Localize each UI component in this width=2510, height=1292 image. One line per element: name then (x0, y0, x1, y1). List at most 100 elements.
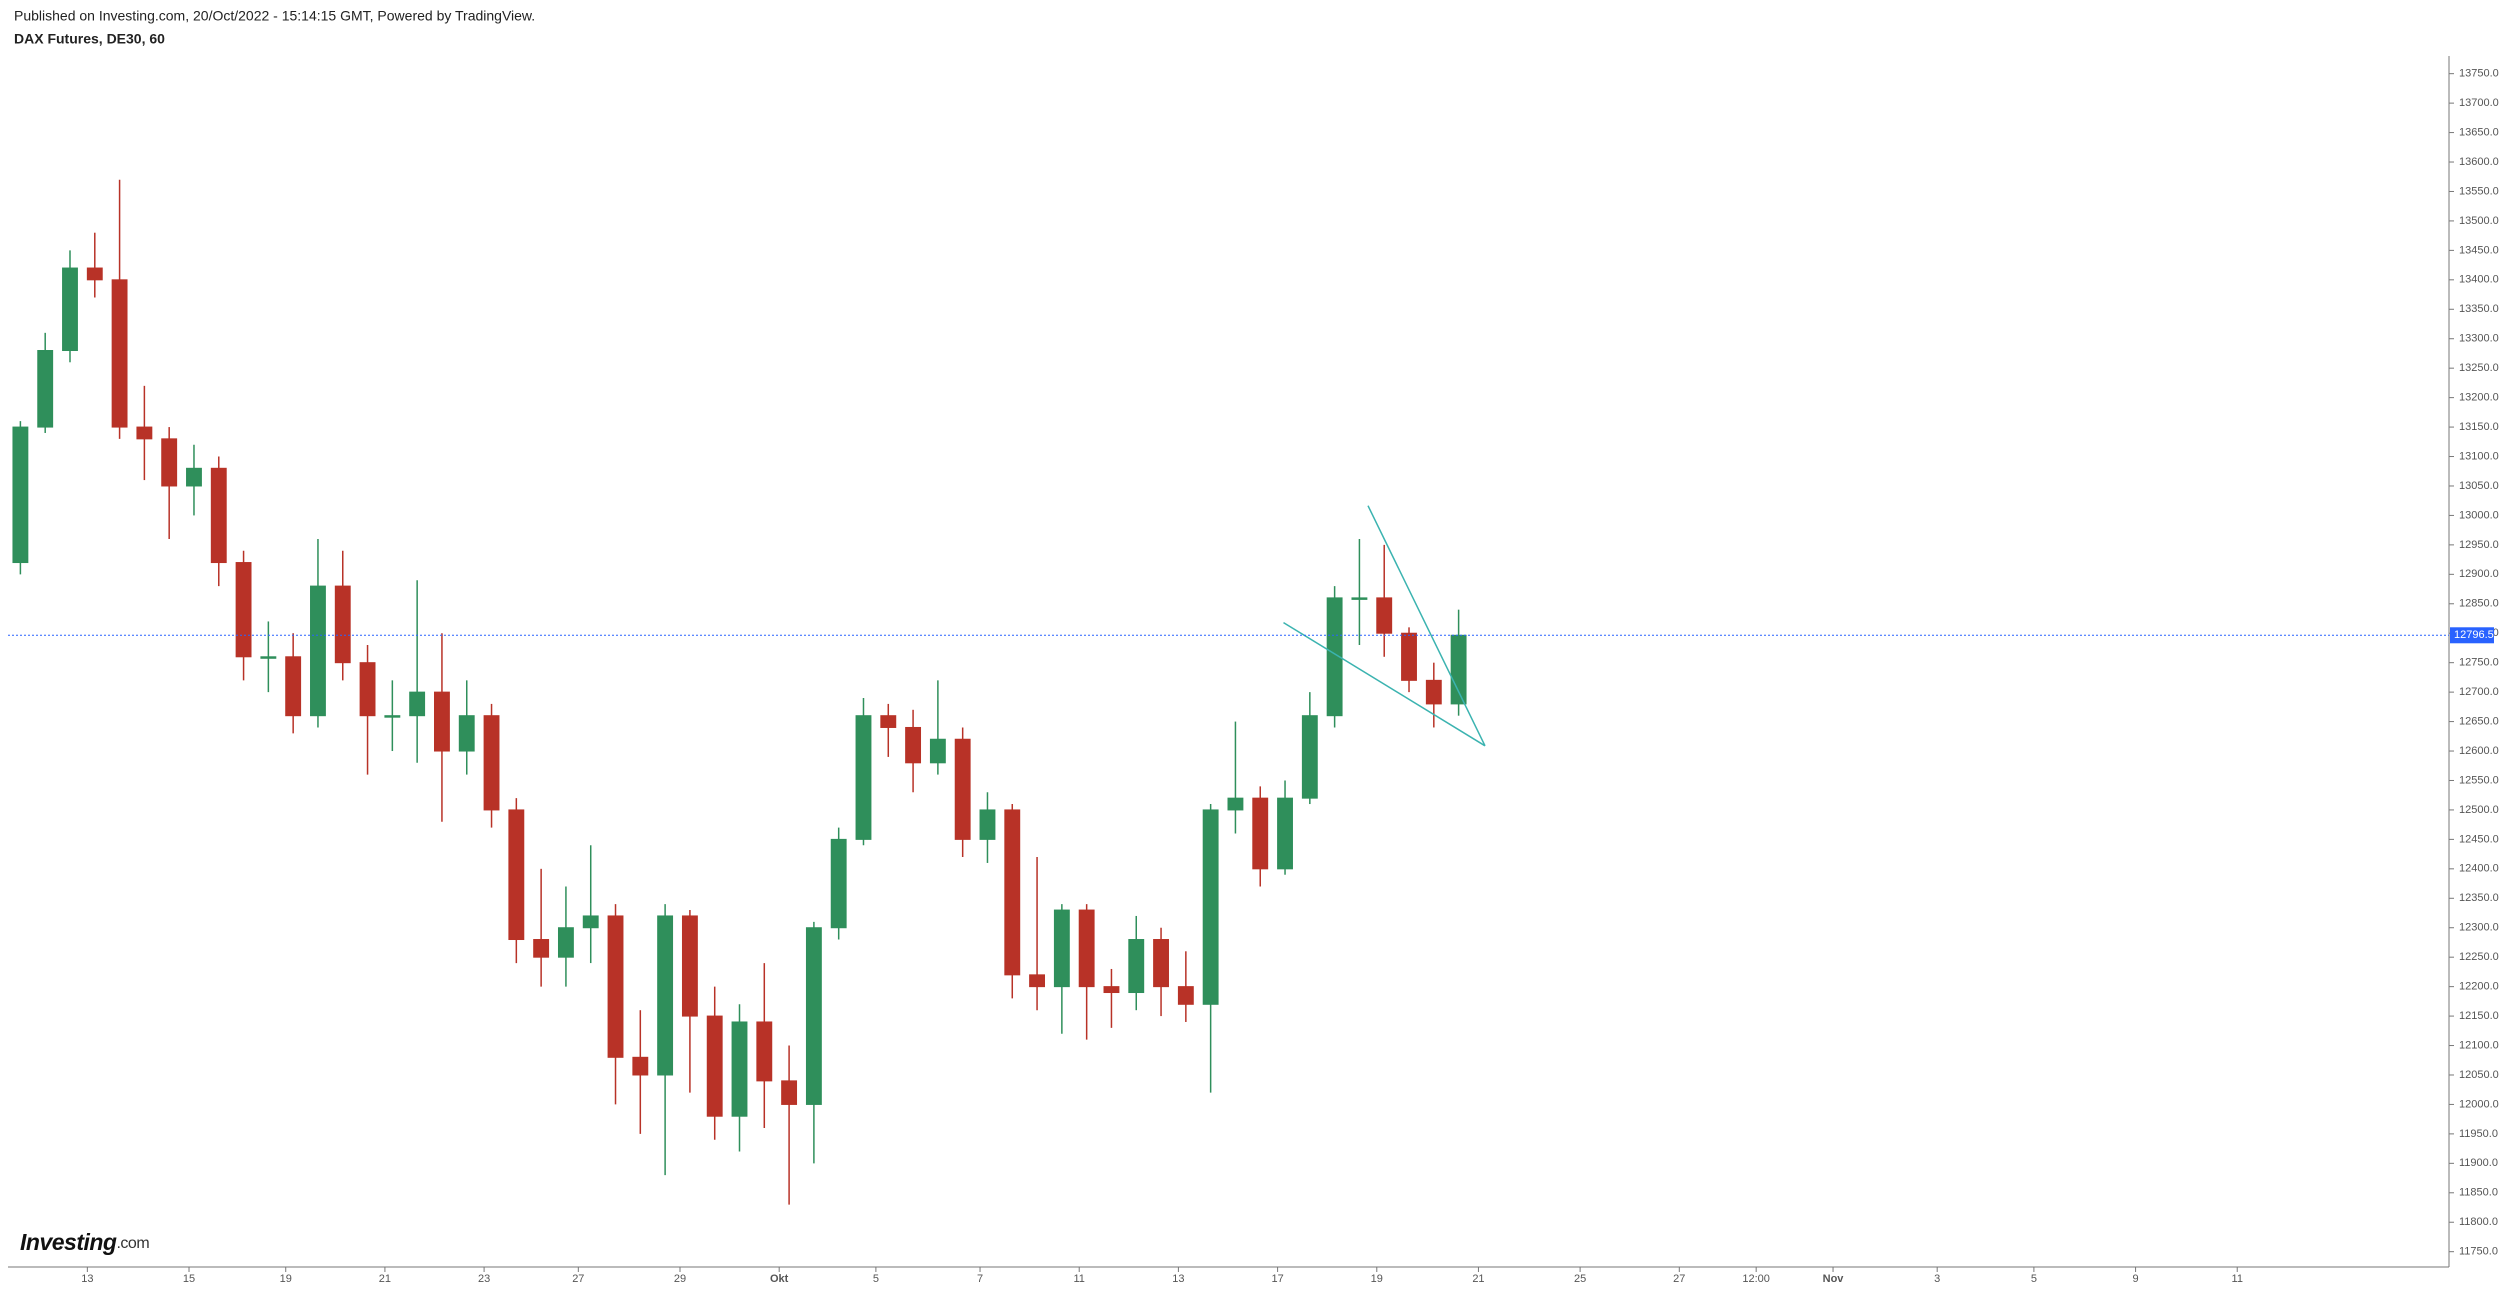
x-tick-label: 5 (873, 1273, 879, 1285)
candle-body (285, 656, 302, 717)
candle-body (434, 691, 450, 752)
y-tick-label: 12900.0 (2459, 568, 2499, 580)
candle-body (12, 426, 29, 564)
x-tick-label: 27 (572, 1273, 584, 1285)
y-tick-label: 13450.0 (2459, 244, 2499, 256)
y-tick-label: 13200.0 (2459, 392, 2499, 404)
candle-body (310, 585, 326, 717)
y-tick-label: 12300.0 (2459, 922, 2499, 934)
logo-suffix: .com (116, 1235, 149, 1252)
candle-body (86, 267, 103, 281)
candle-body (260, 656, 277, 659)
candle-body (1351, 597, 1368, 600)
candle-body (210, 467, 227, 564)
x-tick-label: 15 (183, 1273, 195, 1285)
candle-body (657, 915, 674, 1076)
candle-body (186, 467, 202, 487)
candle-body (1202, 809, 1219, 1005)
candle-body (582, 915, 599, 929)
trend-line (1367, 505, 1486, 747)
y-tick-label: 11900.0 (2459, 1157, 2498, 1169)
y-tick-label: 12700.0 (2459, 686, 2499, 698)
y-tick-label: 13350.0 (2459, 303, 2499, 315)
candle-body (1277, 797, 1293, 870)
y-tick-label: 13600.0 (2459, 156, 2499, 168)
x-tick-label: 23 (478, 1273, 490, 1285)
x-tick-label: 27 (1673, 1273, 1685, 1285)
candle-body (384, 715, 401, 718)
candle-body (1128, 939, 1145, 994)
candle-body (855, 715, 872, 840)
x-tick-label: Nov (1823, 1273, 1845, 1285)
y-tick-label: 13750.0 (2459, 68, 2499, 80)
candle-body (1376, 597, 1393, 634)
candle-body (1078, 909, 1095, 988)
y-tick-label: 11750.0 (2459, 1246, 2498, 1258)
candle-body (458, 715, 475, 752)
x-tick-label: 7 (977, 1273, 983, 1285)
candle-body (37, 350, 54, 428)
y-tick-label: 13400.0 (2459, 274, 2499, 286)
x-tick-label: 13 (81, 1273, 93, 1285)
last-price-label: 12796.5 (2454, 629, 2494, 641)
candle-body (1004, 809, 1021, 976)
y-tick-label: 13300.0 (2459, 333, 2499, 345)
x-tick-label: 19 (1371, 1273, 1383, 1285)
y-tick-label: 12200.0 (2459, 981, 2499, 993)
candle-body (929, 738, 946, 764)
x-tick-label: Okt (770, 1273, 789, 1285)
y-tick-label: 12500.0 (2459, 804, 2499, 816)
candle-body (533, 939, 550, 958)
x-tick-label: 9 (2132, 1273, 2138, 1285)
candle-body (161, 438, 178, 487)
candle-body (979, 809, 996, 840)
candle-body (235, 562, 252, 658)
x-tick-label: 13 (1172, 1273, 1184, 1285)
y-tick-label: 12550.0 (2459, 774, 2499, 786)
candle-body (1053, 909, 1070, 988)
candle-body (1425, 679, 1442, 705)
y-tick-label: 12100.0 (2459, 1039, 2499, 1051)
y-tick-label: 12600.0 (2459, 745, 2499, 757)
candle-body (1301, 715, 1318, 799)
y-tick-label: 12000.0 (2459, 1098, 2499, 1110)
y-tick-label: 13700.0 (2459, 97, 2499, 109)
x-tick-label: 19 (280, 1273, 292, 1285)
logo: Investing.com (20, 1229, 149, 1255)
x-tick-label: 12:00 (1742, 1273, 1770, 1285)
y-tick-label: 12950.0 (2459, 539, 2499, 551)
y-tick-label: 12400.0 (2459, 863, 2499, 875)
candle-body (557, 927, 574, 958)
x-tick-label: 29 (674, 1273, 686, 1285)
chart-title: DAX Futures, DE30, 60 (14, 31, 165, 47)
candle-body (756, 1021, 773, 1082)
candle-body (681, 915, 698, 1017)
x-tick-label: 3 (1934, 1273, 1940, 1285)
x-tick-label: 11 (2232, 1273, 2243, 1285)
candle-body (1450, 634, 1467, 705)
y-tick-label: 13250.0 (2459, 362, 2499, 374)
x-tick-label: 5 (2031, 1273, 2037, 1285)
candle-body (1153, 939, 1169, 988)
y-tick-label: 13000.0 (2459, 509, 2499, 521)
y-tick-label: 12750.0 (2459, 657, 2499, 669)
candle-body (1103, 986, 1120, 994)
candle-body (905, 726, 922, 764)
y-tick-label: 12150.0 (2459, 1010, 2499, 1022)
x-tick-label: 17 (1271, 1273, 1283, 1285)
candle-body (781, 1080, 798, 1105)
candle-body (607, 915, 624, 1058)
candle-body (409, 691, 426, 717)
candle-body (1177, 986, 1194, 1005)
y-tick-label: 13550.0 (2459, 185, 2499, 197)
y-tick-label: 12050.0 (2459, 1069, 2499, 1081)
candle-body (632, 1056, 649, 1076)
y-tick-label: 11850.0 (2459, 1187, 2498, 1199)
y-tick-label: 12850.0 (2459, 598, 2499, 610)
x-tick-label: 25 (1574, 1273, 1586, 1285)
candle-body (1227, 797, 1244, 811)
candle-body (731, 1021, 748, 1117)
y-tick-label: 13150.0 (2459, 421, 2499, 433)
